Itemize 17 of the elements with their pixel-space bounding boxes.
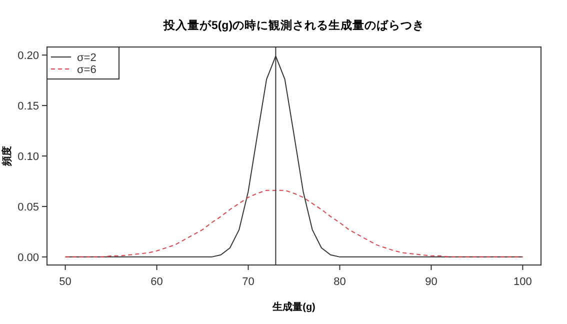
- y-tick-label: 0.10: [18, 151, 39, 163]
- x-tick-label: 100: [514, 276, 532, 288]
- y-tick-label: 0.05: [18, 201, 39, 214]
- x-tick-label: 70: [242, 276, 254, 288]
- x-tick-label: 50: [59, 276, 72, 288]
- y-tick-label: 0.00: [18, 252, 39, 264]
- x-axis-title: 生成量(g): [272, 301, 316, 313]
- y-tick-label: 0.15: [18, 100, 39, 113]
- y-tick-label: 0.20: [18, 50, 39, 62]
- x-tick-label: 60: [150, 276, 163, 288]
- x-tick-label: 90: [425, 276, 438, 288]
- y-axis-title: 頻度: [1, 146, 13, 167]
- x-tick-label: 80: [334, 276, 346, 288]
- legend-label: σ=2: [77, 52, 96, 64]
- legend-label: σ=6: [77, 64, 96, 76]
- line-series: [64, 190, 524, 258]
- chart-title: 投入量が5(g)の時に観測される生成量のばらつき: [162, 18, 425, 32]
